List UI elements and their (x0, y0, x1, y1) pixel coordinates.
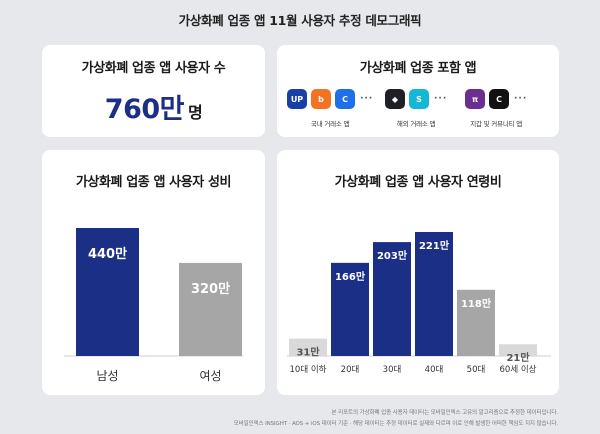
category-label: 40대 (425, 365, 444, 375)
page-title: 가상화폐 업종 앱 11월 사용자 추정 데모그래픽 (178, 13, 422, 28)
app-group-label: 국내 거래소 앱 (310, 120, 350, 128)
footnote-method: 본 리포트의 가상화폐 업종 사용자 데이터는 모바일인덱스 고유의 알고리즘으… (331, 410, 559, 416)
bar-0 (76, 228, 139, 356)
more-apps-ellipsis: ··· (434, 94, 448, 104)
bithumb-app-icon: b (311, 89, 331, 109)
users-count-number: 760만 (104, 94, 185, 125)
bar-value-label: 221만 (419, 239, 450, 252)
bar-1 (331, 262, 369, 356)
included-apps-title: 가상화폐 업종 포함 앱 (359, 61, 477, 76)
category-label: 남성 (96, 369, 118, 383)
coinone-app-icon: C (335, 89, 355, 109)
app-group-label: 지갑 및 커뮤니티 앱 (470, 120, 523, 128)
bar-4 (457, 289, 495, 356)
app-group: ◆ S ··· 해외 거래소 앱 (385, 88, 447, 128)
category-label: 10대 이하 (290, 364, 327, 375)
app-group: UP b C ··· 국내 거래소 앱 (287, 88, 373, 128)
bar-value-label: 31만 (296, 346, 320, 359)
bar-0 (289, 338, 327, 356)
bitget-app-icon: S (409, 89, 429, 109)
coinness-app-icon: C (489, 89, 509, 109)
bar-2 (373, 242, 411, 356)
users-count-unit: 명 (187, 103, 203, 122)
users-count-card: 가상화폐 업종 앱 사용자 수 760만 명 (42, 45, 265, 137)
category-label: 20대 (341, 365, 360, 375)
bar-value-label: 440만 (88, 246, 127, 262)
bar-value-label: 166만 (335, 270, 366, 283)
bar-5 (499, 344, 537, 356)
binance-app-icon: ◆ (385, 89, 405, 109)
more-apps-ellipsis: ··· (514, 94, 528, 104)
bar-value-label: 21만 (506, 351, 530, 364)
bar-1 (179, 262, 242, 356)
app-group-label: 해외 거래소 앱 (396, 120, 436, 128)
category-label: 여성 (199, 369, 221, 383)
more-apps-ellipsis: ··· (360, 94, 374, 104)
bar-3 (415, 232, 453, 356)
footnote-source: 모바일인덱스 INSIGHT · AOS + iOS 데이터 기준 · 해당 데… (233, 421, 558, 427)
age-ratio-chart: 31만 10대 이하 166만 20대 203만 30대 221만 40대 118만 50대 21만… (287, 232, 551, 375)
users-count-value: 760만 명 (42, 87, 265, 126)
category-label: 30대 (383, 365, 402, 375)
age-ratio-card: 가상화폐 업종 앱 사용자 연령비 31만 10대 이하 166만 20대 203만 30… (277, 150, 559, 395)
age-chart-title: 가상화폐 업종 앱 사용자 연령비 (334, 175, 502, 190)
gender-chart-title: 가상화폐 업종 앱 사용자 성비 (75, 175, 232, 190)
included-apps-card: 가상화폐 업종 포함 앱 UP b C ··· 국내 거래소 앱 ◆ S ··· 해외 거래소 … (277, 45, 559, 137)
bar-value-label: 203만 (377, 249, 408, 262)
upbit-app-icon: UP (287, 89, 307, 109)
category-label: 50대 (467, 365, 486, 375)
bar-value-label: 118만 (461, 297, 492, 310)
bar-value-label: 320만 (191, 281, 230, 297)
category-label: 60세 이상 (500, 364, 537, 375)
app-group: π C ··· 지갑 및 커뮤니티 앱 (465, 88, 527, 128)
users-count-title: 가상화폐 업종 앱 사용자 수 (81, 61, 226, 76)
pi-network-app-icon: π (465, 89, 485, 109)
